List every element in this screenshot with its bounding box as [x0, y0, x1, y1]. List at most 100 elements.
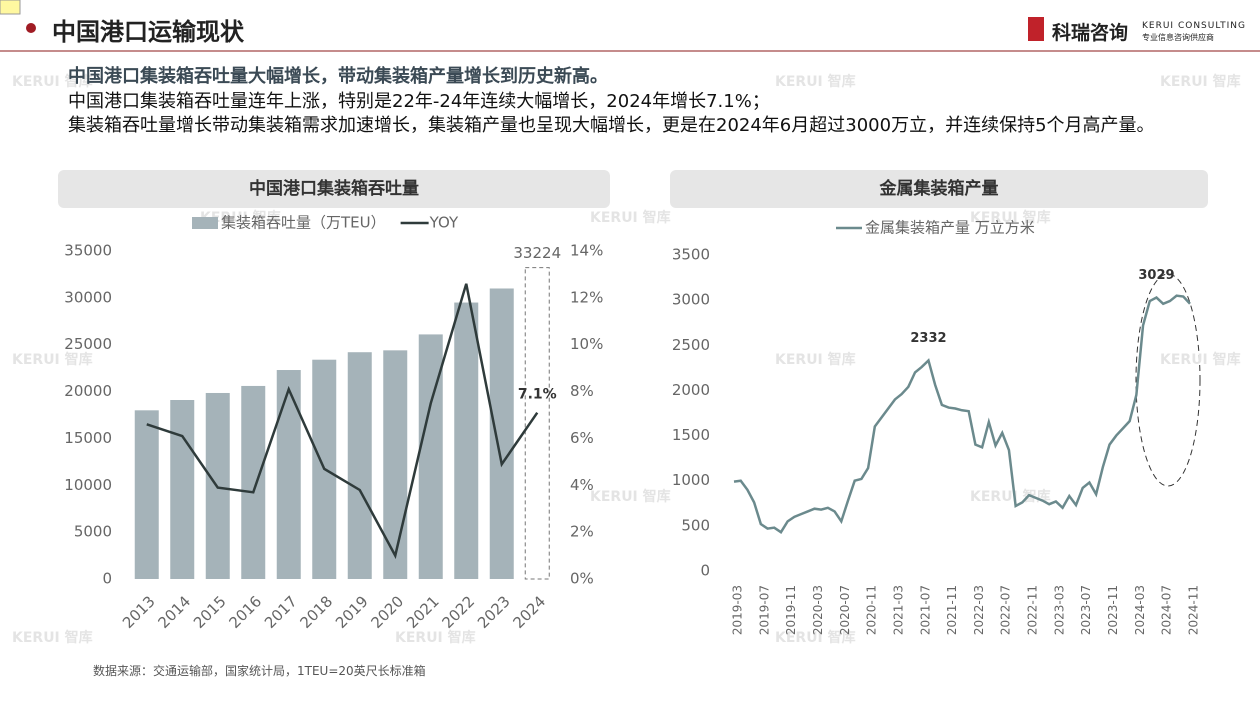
bar: [170, 400, 195, 579]
bar: [454, 302, 479, 579]
x-tick-label: 2022: [439, 592, 479, 632]
x-tick-label: 2018: [297, 592, 337, 632]
x-tick-label: 2021-11: [945, 585, 959, 635]
x-tick-label: 2022-11: [1026, 585, 1040, 635]
x-tick-label: 2015: [190, 592, 230, 632]
panel-title-bg: [670, 170, 1208, 208]
y-tick-label: 0: [700, 562, 710, 580]
source-note: 数据来源：交通运输部，国家统计局，1TEU=20英尺长标准箱: [93, 664, 426, 678]
bar: [134, 410, 159, 579]
watermark: KERUI 智库: [12, 73, 93, 90]
watermark: KERUI 智库: [12, 629, 93, 646]
paragraph: 集装箱吞吐量增长带动集装箱需求加速增长，集装箱产量也呈现大幅增长，更是在2024…: [68, 115, 1155, 136]
y-tick-label: 0: [102, 570, 112, 588]
watermark: KERUI 智库: [970, 209, 1051, 226]
logo-en: KERUI CONSULTING: [1142, 21, 1246, 31]
panel-title: 金属集装箱产量: [879, 178, 999, 199]
watermark: KERUI 智库: [1160, 351, 1241, 368]
x-tick-label: 2024-07: [1160, 585, 1174, 635]
y-tick-label: 5000: [74, 523, 112, 541]
x-tick-label: 2021: [403, 592, 443, 632]
x-tick-label: 2024-11: [1187, 585, 1201, 635]
x-tick-label: 2019-07: [757, 585, 771, 635]
watermark: KERUI 智库: [590, 488, 671, 505]
x-tick-label: 2014: [155, 592, 195, 632]
x-tick-label: 2023-07: [1079, 585, 1093, 635]
x-tick-label: 2017: [261, 592, 301, 632]
x-tick-label: 2020-11: [865, 585, 879, 635]
y-tick-label: 1500: [672, 426, 710, 444]
y2-tick-label: 12%: [570, 288, 603, 306]
watermark: KERUI 智库: [12, 351, 93, 368]
x-tick-label: 2020-03: [811, 585, 825, 635]
x-tick-label: 2020-07: [838, 585, 852, 635]
y-tick-label: 35000: [64, 242, 112, 260]
watermark: KERUI 智库: [1160, 73, 1241, 90]
watermark: KERUI 智库: [775, 73, 856, 90]
panel-title-bg: [58, 170, 610, 208]
logo-sub: 专业信息咨询供应商: [1142, 33, 1214, 42]
x-tick-label: 2021-07: [918, 585, 932, 635]
legend-label: YOY: [429, 214, 459, 232]
logo-mark: [1028, 17, 1044, 41]
y2-tick-label: 0%: [570, 570, 594, 588]
y-tick-label: 500: [681, 516, 710, 534]
watermark: KERUI 智库: [200, 209, 281, 226]
y-tick-label: 20000: [64, 382, 112, 400]
x-tick-label: 2022-07: [999, 585, 1013, 635]
bullet: [26, 23, 36, 33]
headline: 中国港口集装箱吞吐量大幅增长，带动集装箱产量增长到历史新高。: [68, 66, 608, 87]
y-tick-label: 25000: [64, 335, 112, 353]
watermark: KERUI 智库: [590, 209, 671, 226]
y2-tick-label: 6%: [570, 429, 594, 447]
bar: [241, 385, 266, 579]
legend-swatch: [192, 217, 218, 229]
y2-tick-label: 8%: [570, 382, 594, 400]
bar: [383, 350, 408, 579]
y-tick-label: 30000: [64, 288, 112, 306]
y-tick-label: 2500: [672, 336, 710, 354]
value-label: 7.1%: [518, 387, 557, 403]
x-tick-label: 2016: [226, 592, 266, 632]
logo-name: 科瑞咨询: [1052, 22, 1129, 44]
bar: [276, 370, 301, 579]
highlight-ellipse: [1135, 273, 1201, 487]
x-tick-label: 2024-03: [1133, 585, 1147, 635]
x-tick-label: 2024: [510, 592, 550, 632]
x-tick-label: 2013: [119, 592, 159, 632]
x-tick-label: 2022-03: [972, 585, 986, 635]
x-tick-label: 2023: [474, 592, 514, 632]
y2-tick-label: 2%: [570, 523, 594, 541]
x-tick-label: 2019-11: [784, 585, 798, 635]
watermark: KERUI 智库: [395, 629, 476, 646]
x-tick-label: 2021-03: [891, 585, 905, 635]
value-label: 3029: [1138, 268, 1174, 283]
series-line: [146, 283, 539, 560]
panel-title: 中国港口集装箱吞吐量: [249, 178, 419, 199]
watermark: KERUI 智库: [775, 629, 856, 646]
note-icon: [0, 0, 21, 15]
x-tick-label: 2019-03: [731, 585, 745, 635]
y2-tick-label: 10%: [570, 335, 603, 353]
legend-label: 集装箱吞吐量（万TEU）: [221, 214, 386, 232]
y-tick-label: 2000: [672, 381, 710, 399]
y-tick-label: 10000: [64, 476, 112, 494]
y-tick-label: 3500: [672, 246, 710, 264]
intro: 中国港口集装箱吞吐量连年上涨，特别是22年-24年连续大幅增长，2024年增长7…: [68, 90, 1208, 138]
x-tick-label: 2023-11: [1106, 585, 1120, 635]
legend-label: 金属集装箱产量 万立方米: [865, 219, 1035, 237]
x-tick-label: 2020: [368, 592, 408, 632]
y2-tick-label: 14%: [570, 242, 603, 260]
x-tick-label: 2019: [332, 592, 372, 632]
watermark: KERUI 智库: [775, 351, 856, 368]
y-tick-label: 3000: [672, 291, 710, 309]
value-label: 33224: [513, 244, 561, 262]
y2-tick-label: 4%: [570, 476, 594, 494]
watermark: KERUI 智库: [970, 488, 1051, 505]
x-tick-label: 2023-03: [1052, 585, 1066, 635]
bar: [347, 352, 372, 579]
y-tick-label: 15000: [64, 429, 112, 447]
series-line: [733, 294, 1191, 534]
